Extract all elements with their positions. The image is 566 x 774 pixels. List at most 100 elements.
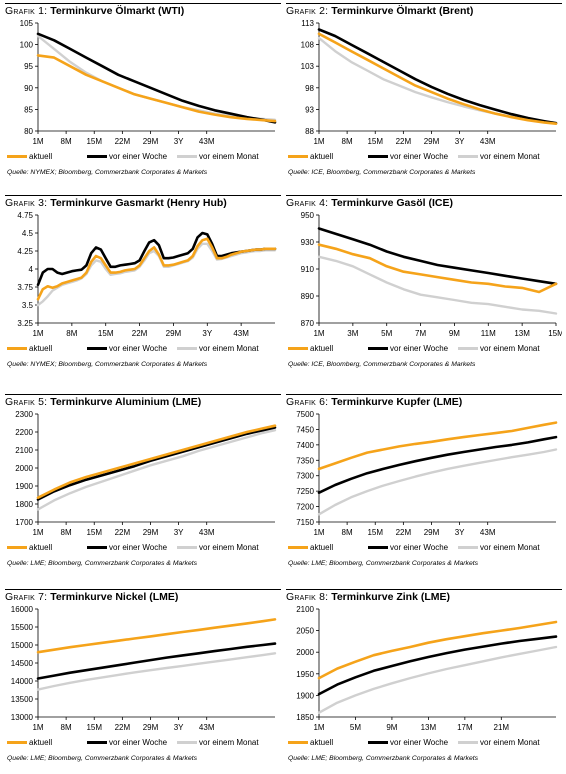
x-tick-label: 8M [342,137,353,146]
y-tick-label: 2000 [15,464,33,473]
line-chart-gasoel: 870 890 910 930 950 1M 3M 5M 7M 9M 11M 13M 15M [301,211,562,338]
y-tick-label: 98 [305,84,314,93]
x-tick-label: 22M [115,528,131,537]
legend-label: aktuell [310,152,334,161]
legend-swatch [7,741,27,744]
series-line-aktuell [36,424,277,499]
y-tick-label: 95 [24,62,33,71]
legend-item-woche: vor einer Woche [87,738,167,747]
y-tick-label: 3.75 [17,283,33,292]
panel-zink: Grafik 8: Terminkurve Zink (LME) 1850 190… [286,589,562,774]
y-tick-label: 3.25 [17,319,33,328]
series-line-woche [36,642,277,680]
line-chart-wti: 80 85 90 95 100 105 1M 8M 15M 22M 29M 3Y 43M [20,19,277,146]
legend-label: vor einem Monat [199,152,259,161]
x-tick-label: 43M [199,528,215,537]
line-chart-nickel: 13000 13500 14000 14500 15000 15500 16000 1M 8M 1… [11,605,277,732]
line-chart-kupfer: 7150 7200 7250 7300 7350 7400 7450 7500 1M 8M 15M 2… [296,410,558,537]
x-tick-label: 13M [514,329,530,338]
chart-legend: aktuell vor einer Woche vor einem Monat [288,344,562,356]
legend-item-monat: vor einem Monat [458,152,540,161]
legend-label: vor einer Woche [390,543,449,552]
x-tick-label: 9M [449,329,460,338]
legend-item-aktuell: aktuell [288,738,333,747]
legend-item-monat: vor einem Monat [177,152,259,161]
series-line-woche [36,426,277,501]
panel-henry-hub: Grafik 3: Terminkurve Gasmarkt (Henry Hu… [5,195,281,380]
x-tick-label: 15M [86,137,102,146]
y-tick-label: 100 [20,41,34,50]
series-line-woche [36,231,277,287]
legend-item-aktuell: aktuell [7,738,52,747]
legend-label: vor einem Monat [480,152,540,161]
series-line-woche [317,635,558,696]
y-tick-label: 2000 [296,648,314,657]
legend-swatch [288,155,308,158]
source-note: Quelle: NYMEX; Bloomberg, Commerzbank Co… [7,169,208,176]
x-tick-label: 22M [115,723,131,732]
x-tick-label: 3Y [174,137,184,146]
y-tick-label: 2300 [15,410,33,419]
y-tick-label: 1950 [296,670,314,679]
series-line-monat [36,34,277,122]
y-tick-label: 1800 [15,500,33,509]
legend-swatch [368,155,388,158]
legend-item-woche: vor einer Woche [87,152,167,161]
x-tick-label: 22M [396,137,412,146]
legend-item-monat: vor einem Monat [458,344,540,353]
x-tick-label: 43M [480,137,496,146]
legend-swatch [87,741,107,744]
legend-swatch [87,546,107,549]
y-tick-label: 910 [301,265,315,274]
y-tick-label: 16000 [11,605,34,614]
legend-item-aktuell: aktuell [288,152,333,161]
series-line-monat [317,645,558,714]
legend-label: aktuell [310,738,334,747]
legend-item-monat: vor einem Monat [177,543,259,552]
y-tick-label: 2100 [296,605,314,614]
x-tick-label: 22M [115,137,131,146]
y-tick-label: 930 [301,238,315,247]
legend-swatch [458,347,478,350]
x-tick-label: 9M [386,723,397,732]
y-tick-label: 93 [305,105,314,114]
x-tick-label: 1M [32,528,43,537]
line-chart-henry-hub: 3.25 3.5 3.75 4 4.25 4.5 4.75 1M 8M 15M 22M 29M 3Y 43… [17,211,277,338]
x-tick-label: 15M [86,528,102,537]
legend-label: aktuell [310,543,334,552]
series-line-woche [317,28,558,125]
y-tick-label: 13500 [11,695,34,704]
series-line-aktuell [36,618,277,654]
panel-aluminium: Grafik 5: Terminkurve Aluminium (LME) 17… [5,394,281,579]
line-chart-zink: 1850 1900 1950 2000 2050 2100 1M 5M 9M 13M 17M 21M [296,605,558,732]
y-tick-label: 113 [301,19,314,28]
panel-title: Grafik 7: Terminkurve Nickel (LME) [5,589,281,603]
y-tick-label: 7400 [296,441,314,450]
panel-title: Grafik 4: Terminkurve Gasöl (ICE) [286,195,562,209]
y-tick-label: 85 [24,105,33,114]
legend-label: vor einem Monat [480,344,540,353]
legend-swatch [288,546,308,549]
y-tick-label: 108 [301,41,315,50]
y-tick-label: 3.5 [22,301,34,310]
x-tick-label: 15M [367,137,383,146]
panel-title: Grafik 8: Terminkurve Zink (LME) [286,589,562,603]
line-chart-brent: 88 93 98 103 108 113 1M 8M 15M 22M 29M 3Y 43M [301,19,558,146]
legend-label: aktuell [29,738,53,747]
source-note: Quelle: LME; Bloomberg, Commerzbank Corp… [7,755,198,762]
legend-item-aktuell: aktuell [7,152,52,161]
series-line-aktuell [317,620,558,680]
y-tick-label: 7250 [296,487,314,496]
y-tick-label: 88 [305,127,314,136]
chart-legend: aktuell vor einer Woche vor einem Monat [288,738,562,750]
x-tick-label: 15M [86,723,102,732]
panel-title: Grafik 2: Terminkurve Ölmarkt (Brent) [286,3,562,17]
x-tick-label: 3Y [174,528,184,537]
y-tick-label: 105 [20,19,34,28]
y-tick-label: 7450 [296,425,314,434]
x-tick-label: 15M [548,329,562,338]
legend-swatch [288,347,308,350]
legend-item-aktuell: aktuell [7,543,52,552]
series-line-monat [36,652,277,691]
y-tick-label: 7350 [296,456,314,465]
